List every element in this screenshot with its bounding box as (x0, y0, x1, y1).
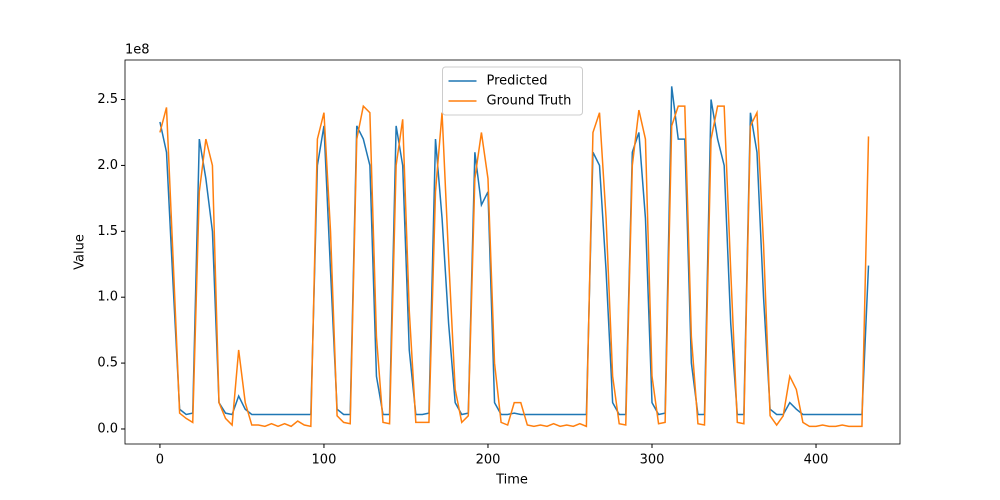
plot-frame (124, 59, 901, 445)
x-tick-label: 100 (312, 453, 337, 468)
x-axis-label: Time (495, 473, 528, 488)
x-tick-label: 300 (640, 453, 665, 468)
x-tick-label: 200 (476, 453, 501, 468)
y-axis-label: Value (73, 234, 88, 270)
y-offset-text: 1e8 (125, 43, 150, 58)
y-tick-label: 0.5 (97, 356, 118, 371)
x-tick-label: 0 (156, 453, 164, 468)
y-tick-label: 2.5 (97, 92, 118, 107)
y-tick-label: 2.0 (97, 158, 118, 173)
x-tick-label: 400 (804, 453, 829, 468)
legend-label: Predicted (487, 74, 548, 89)
y-tick-label: 0.0 (97, 421, 118, 436)
data-line (159, 104, 870, 428)
y-tick-label: 1.0 (97, 290, 118, 305)
legend-label: Ground Truth (487, 94, 572, 109)
legend-box (442, 66, 583, 116)
y-tick-label: 1.5 (97, 224, 118, 239)
data-line (159, 86, 870, 416)
